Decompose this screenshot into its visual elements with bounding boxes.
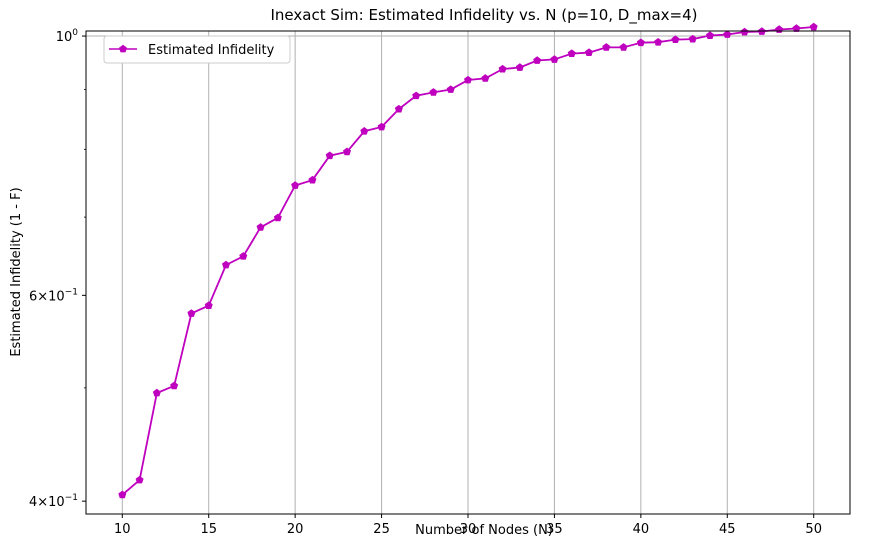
data-point bbox=[775, 25, 784, 33]
data-point bbox=[325, 151, 334, 160]
legend-marker bbox=[119, 44, 127, 53]
y-axis-ticks: 4×10−1 6×10−1 100 bbox=[29, 28, 86, 510]
data-point bbox=[273, 213, 282, 222]
x-tick-label: 40 bbox=[633, 522, 650, 537]
data-point bbox=[585, 48, 593, 56]
data-point bbox=[671, 35, 680, 44]
data-point bbox=[740, 27, 749, 36]
series-layer bbox=[118, 22, 818, 499]
data-point bbox=[118, 490, 127, 499]
y-axis-label: Estimated Infidelity (1 - F) bbox=[9, 187, 24, 356]
data-point bbox=[533, 56, 542, 64]
x-tick-label: 15 bbox=[200, 522, 217, 537]
data-point bbox=[204, 301, 213, 309]
x-tick-label: 25 bbox=[373, 522, 390, 537]
legend: Estimated Infidelity bbox=[103, 35, 291, 64]
data-point bbox=[377, 122, 386, 131]
data-point bbox=[567, 49, 576, 58]
data-point bbox=[636, 38, 645, 47]
data-point bbox=[291, 181, 300, 189]
data-point bbox=[792, 24, 801, 32]
x-axis-ticks: 10 15 20 25 30 35 40 45 50 bbox=[114, 514, 822, 537]
x-tick-label: 35 bbox=[546, 522, 563, 537]
data-point bbox=[429, 88, 438, 96]
data-point bbox=[412, 91, 421, 100]
x-tick-label: 10 bbox=[114, 522, 131, 537]
y-tick-label: 6×10−1 bbox=[29, 287, 78, 304]
data-point bbox=[723, 30, 732, 38]
data-point bbox=[446, 85, 455, 93]
plot-area bbox=[86, 31, 881, 489]
x-tick-label: 30 bbox=[460, 522, 477, 537]
data-point bbox=[239, 252, 248, 260]
data-point bbox=[706, 31, 714, 39]
legend-label: Estimated Infidelity bbox=[148, 43, 275, 58]
x-tick-label: 45 bbox=[719, 522, 736, 537]
data-point bbox=[619, 43, 628, 51]
legend-box bbox=[103, 35, 291, 64]
data-point bbox=[550, 55, 559, 63]
data-point bbox=[515, 63, 524, 71]
y-tick-label: 100 bbox=[56, 28, 79, 45]
data-point bbox=[360, 127, 369, 135]
x-tick-label: 20 bbox=[287, 522, 304, 537]
data-point bbox=[654, 37, 663, 46]
data-point bbox=[688, 34, 697, 43]
data-point bbox=[343, 147, 351, 156]
plot-frame bbox=[85, 30, 851, 515]
data-point bbox=[481, 74, 490, 82]
data-point bbox=[809, 22, 818, 31]
data-point bbox=[170, 381, 179, 390]
data-point bbox=[135, 475, 144, 484]
data-point bbox=[187, 309, 196, 317]
x-axis-label: Number of Nodes (N) bbox=[415, 523, 553, 538]
data-point bbox=[308, 175, 317, 184]
data-point bbox=[256, 223, 265, 231]
x-tick-label: 50 bbox=[805, 522, 822, 537]
data-point bbox=[602, 43, 611, 51]
data-point bbox=[394, 104, 403, 113]
data-point bbox=[222, 260, 230, 269]
data-point bbox=[498, 64, 507, 73]
grid-lines bbox=[86, 31, 850, 514]
chart-title: Inexact Sim: Estimated Infidelity vs. N … bbox=[271, 6, 698, 25]
data-point bbox=[464, 75, 472, 84]
y-tick-label: 4×10−1 bbox=[29, 493, 78, 510]
data-point bbox=[152, 388, 161, 397]
